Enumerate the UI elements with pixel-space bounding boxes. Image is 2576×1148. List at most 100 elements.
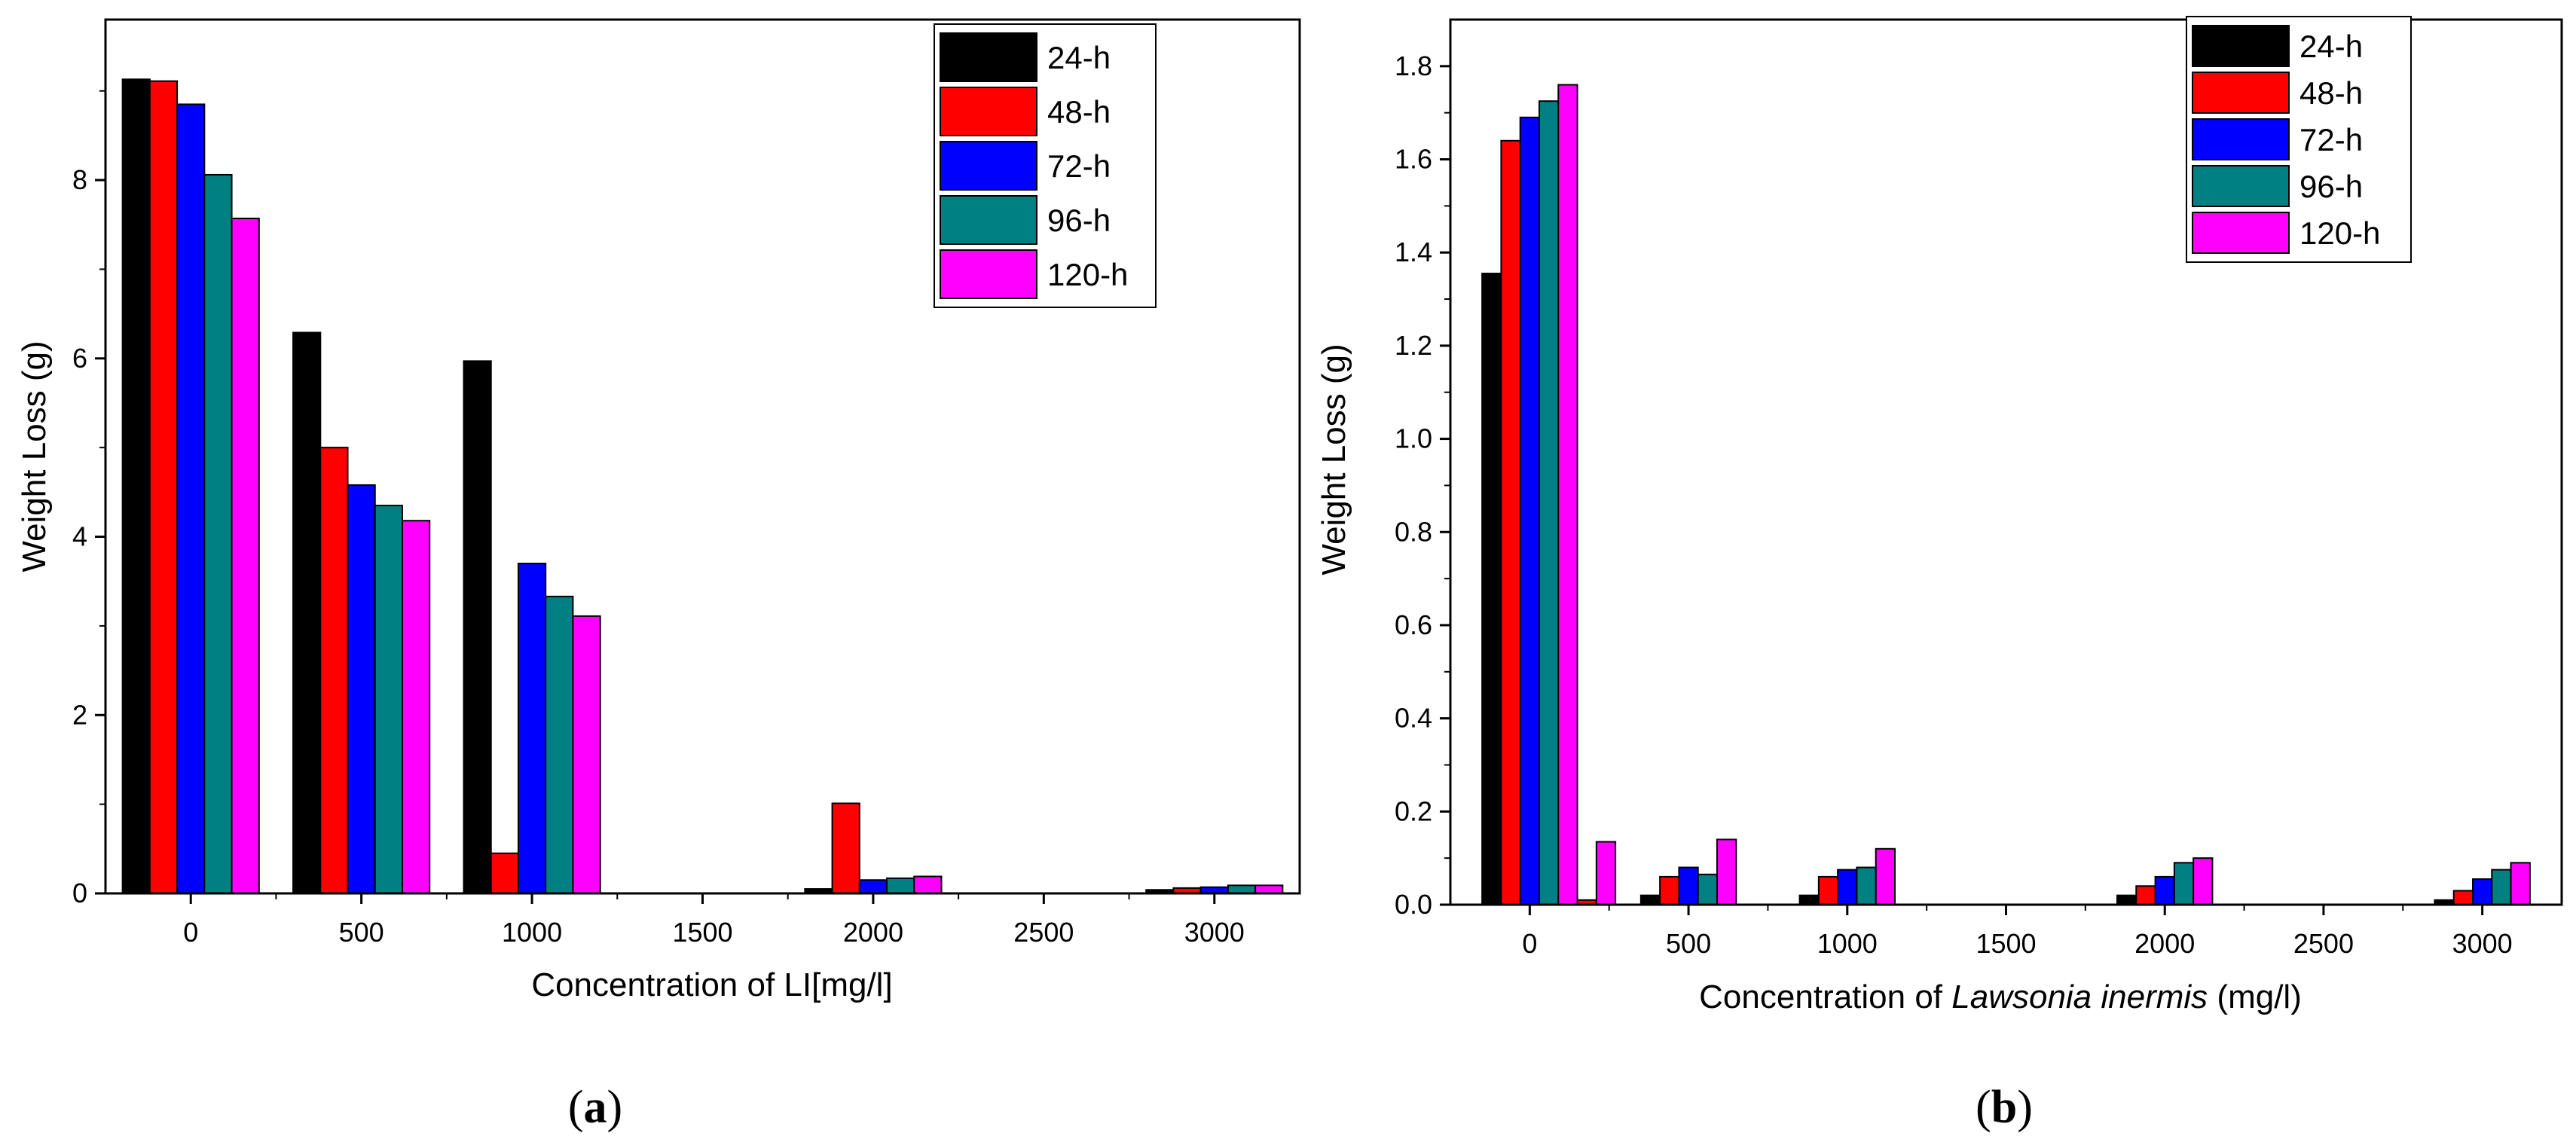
chart-b-x-tick-label: 3000 [2452,928,2513,959]
chart-a-bar-120-h-500 [401,520,431,894]
chart-a-x-tick-label: 2500 [1013,917,1074,948]
chart-b-x-axis-title: Concentration of Lawsonia inermis (mg/l) [1699,979,2302,1015]
chart-a-legend-swatch-24-h [940,32,1037,82]
chart-b-bar-72-h-2000 [2154,875,2175,906]
chart-b-x-tick-label: 2500 [2293,928,2354,959]
chart-b-bar-72-h-500 [1678,866,1699,906]
chart-b-legend-label-120-h: 120-h [2299,215,2380,251]
chart-a-bar-72-h-0 [176,103,206,894]
chart-b-bar-24-h-2000 [2116,894,2137,906]
chart-b-bar-120-h-2000 [2193,857,2214,905]
chart-a-y-tick-label: 8 [72,164,87,195]
chart-b-legend-swatch-120-h [2192,212,2290,254]
chart-b-y-tick-label: 0.8 [1395,516,1432,547]
chart-b-bar-24-h-1000 [1798,894,1820,906]
chart-b-bar-48-h-3000 [2452,890,2474,906]
chart-a-bar-24-h-0 [121,78,151,894]
chart-b-bar-96-h-2000 [2173,862,2195,906]
chart-a-bar-96-h-2000 [886,877,915,895]
chart-b-bar-48-h-0 [1500,139,1521,905]
chart-a-y-axis-title: Weight Loss (g) [16,340,53,572]
chart-a-bar-24-h-1000 [463,360,492,894]
chart-b-caption-letter: b [1991,1082,2017,1133]
chart-b-x-tick-label: 0 [1522,928,1537,959]
chart-a-x-axis-title: Concentration of LI[mg/l] [531,966,892,1003]
chart-b-y-axis-title: Weight Loss (g) [1316,343,1352,575]
chart-a-legend-label-120-h: 120-h [1047,257,1128,292]
chart-b-bar-extra2-0 [1595,841,1617,906]
chart-b-legend-swatch-96-h [2192,165,2290,207]
chart-b-x-axis-title-italic: Lawsonia inermis [1951,979,2208,1015]
chart-a-bar-72-h-2000 [858,879,888,894]
chart-b-bar-96-h-500 [1697,873,1719,905]
chart-b-caption-open: ( [1976,1082,1991,1133]
chart-b-bar-120-h-0 [1557,84,1578,905]
chart-a-bar-120-h-1000 [572,615,601,894]
chart-a-bar-96-h-0 [203,173,233,895]
chart-b-bar-120-h-1000 [1875,847,1896,905]
chart-a-legend-swatch-48-h [940,87,1037,136]
chart-b-legend-swatch-24-h [2192,25,2290,67]
chart-a-bar-72-h-1000 [517,563,547,895]
chart-b-bar-72-h-1000 [1837,869,1858,905]
chart-b-legend-label-72-h: 72-h [2299,122,2363,157]
chart-b-y-tick-label: 0.0 [1395,889,1432,920]
chart-a-legend-swatch-72-h [940,141,1037,191]
chart-b-x-axis-title-prefix: Concentration of [1699,979,1951,1015]
chart-b-y-tick-label: 1.4 [1395,237,1432,267]
chart-a-bar-24-h-500 [292,331,322,895]
chart-b-bars [1481,84,2531,906]
chart-b-caption-close: ) [2017,1082,2033,1133]
chart-b-legend-label-96-h: 96-h [2299,169,2363,204]
chart-b-bar-24-h-0 [1481,273,1502,905]
chart-a-caption-open: ( [568,1082,584,1133]
chart-b-bar-72-h-0 [1519,116,1540,906]
chart-b-legend-swatch-48-h [2192,72,2290,114]
chart-b-bar-72-h-3000 [2472,878,2493,905]
chart-a-x-axis: 0 500 1000 1500 2000 2500 3000 [183,893,1245,948]
chart-a-x-tick-label: 500 [339,917,384,948]
chart-a-bar-96-h-1000 [545,595,574,894]
chart-b-bar-120-h-500 [1716,838,1737,905]
chart-a-caption-close: ) [607,1082,623,1133]
chart-a-bar-72-h-500 [347,484,376,894]
chart-a-bar-48-h-2000 [831,802,860,894]
chart-a-x-tick-label: 3000 [1184,917,1245,948]
chart-a-caption-letter: a [584,1082,607,1133]
chart-a-legend-swatch-96-h [940,195,1037,245]
chart-b-caption: (b) [1976,1082,2033,1133]
chart-a-bar-48-h-0 [148,80,179,895]
chart-b-y-tick-label: 0.6 [1395,609,1432,640]
chart-a-legend: 24-h 48-h 72-h 96-h 120-h [934,23,1157,308]
chart-a-y-tick-label: 6 [72,343,87,374]
chart-b-bar-48-h-1000 [1817,875,1839,906]
chart-a-bar-48-h-500 [319,447,349,894]
chart-b-bar-96-h-1000 [1856,866,1877,906]
chart-b-bar-48-h-500 [1659,875,1680,906]
chart-b-legend-swatch-72-h [2192,118,2290,160]
chart-b-x-tick-label: 2000 [2134,928,2195,959]
chart-a-y-tick-label: 0 [72,878,87,908]
chart-a-y-tick-label: 4 [72,521,87,552]
chart-b-y-tick-label: 1.8 [1395,50,1432,81]
chart-a-x-tick-label: 1000 [502,917,562,948]
chart-a-bar-48-h-1000 [490,852,519,895]
chart-b-y-tick-label: 1.2 [1395,330,1432,361]
chart-b-x-axis: 0 500 1000 1500 2000 2500 3000 [1522,905,2513,959]
chart-a-legend-label-48-h: 48-h [1047,94,1111,130]
chart-b-bar-48-h-2000 [2135,885,2156,906]
chart-b-x-tick-label: 1500 [1976,928,2036,959]
chart-a-y-tick-label: 2 [72,699,87,730]
chart-b-bar-120-h-3000 [2510,862,2531,906]
chart-b-y-tick-label: 1.0 [1395,423,1432,454]
chart-b-legend-label-48-h: 48-h [2299,75,2363,111]
chart-a-caption: (a) [568,1082,622,1133]
chart-a-bars [121,78,1284,895]
chart-panel-b: 0.0 0.2 0.4 0.6 0.8 1.0 1.2 1.4 1.6 1.8 0 500 1000 1… [1316,16,2563,1133]
chart-a-bar-120-h-0 [231,217,260,895]
chart-b-y-axis: 0.0 0.2 0.4 0.6 0.8 1.0 1.2 1.4 1.6 1.8 [1395,50,1450,920]
chart-b-bar-96-h-0 [1539,100,1560,906]
chart-b-legend-label-24-h: 24-h [2299,29,2363,64]
chart-a-x-tick-label: 2000 [843,917,903,948]
